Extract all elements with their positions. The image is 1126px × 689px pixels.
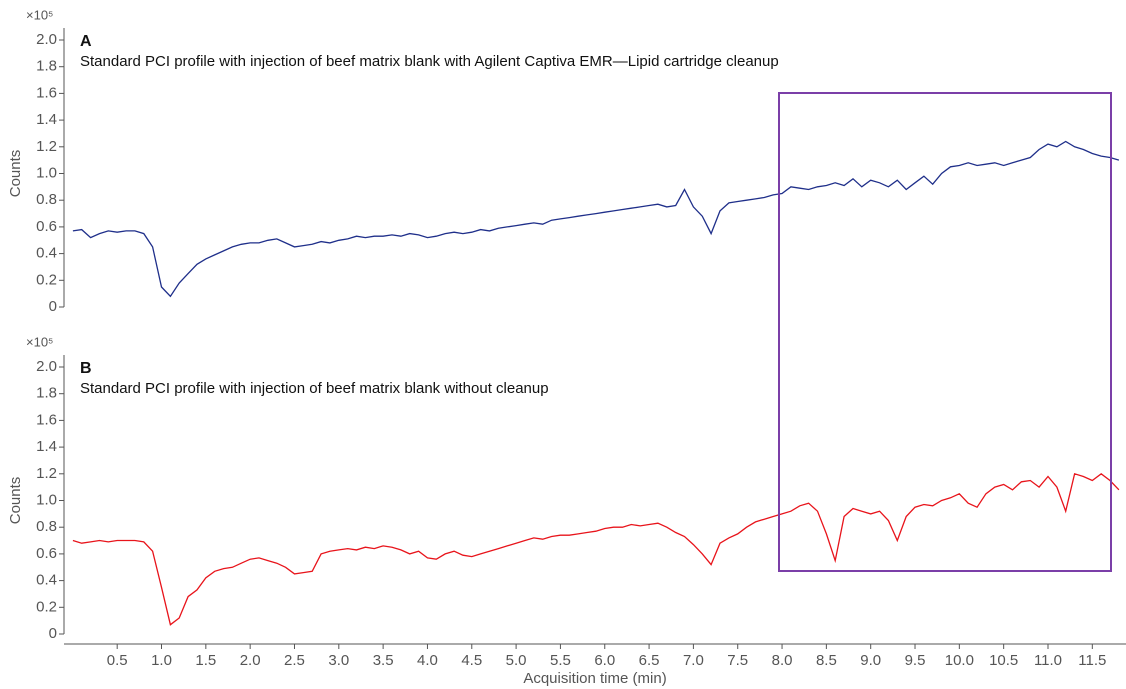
x-tick-label: 9.5 <box>905 652 926 669</box>
y-tick-label: 0.2 <box>36 598 57 615</box>
y-tick-label: 0.4 <box>36 245 57 262</box>
line <box>72 472 1120 626</box>
panel-title: Standard PCI profile with injection of b… <box>80 53 779 70</box>
x-tick-label: 2.5 <box>284 652 305 669</box>
y-tick-label: 0.6 <box>36 545 57 562</box>
x-tick-label: 4.0 <box>417 652 438 669</box>
x-tick-label: 1.0 <box>151 652 172 669</box>
y-tick-label: 1.8 <box>36 58 57 75</box>
y-axis-label: Counts <box>7 477 24 525</box>
x-tick-label: 3.0 <box>328 652 349 669</box>
x-tick-label: 3.5 <box>373 652 394 669</box>
x-tick-label: 6.5 <box>639 652 660 669</box>
y-tick-label: 0.8 <box>36 191 57 208</box>
x-tick-label: 5.0 <box>506 652 527 669</box>
y-exponent: ×10⁵ <box>26 334 53 349</box>
y-tick-label: 1.0 <box>36 164 57 181</box>
highlight-box <box>778 92 1112 572</box>
x-tick-label: 4.5 <box>461 652 482 669</box>
y-exponent: ×10⁵ <box>26 7 53 22</box>
y-tick-label: 0 <box>49 298 57 315</box>
y-tick-label: 1.6 <box>36 84 57 101</box>
panel-label: B <box>80 360 92 377</box>
x-tick-label: 11.0 <box>1034 652 1062 669</box>
x-tick-label: 11.5 <box>1078 652 1106 669</box>
x-tick-label: 1.5 <box>195 652 216 669</box>
y-tick-label: 0.2 <box>36 271 57 288</box>
y-tick-label: 1.0 <box>36 491 57 508</box>
y-tick-label: 2.0 <box>36 31 57 48</box>
x-tick-label: 0.5 <box>107 652 128 669</box>
x-tick-label: 5.5 <box>550 652 571 669</box>
panel-title: Standard PCI profile with injection of b… <box>80 380 549 397</box>
x-axis-label: Acquisition time (min) <box>523 670 666 687</box>
x-tick-label: 9.0 <box>860 652 881 669</box>
y-tick-label: 0.6 <box>36 218 57 235</box>
y-tick-label: 0.8 <box>36 518 57 535</box>
y-tick-label: 2.0 <box>36 358 57 375</box>
x-tick-label: 8.0 <box>772 652 793 669</box>
y-tick-label: 1.8 <box>36 385 57 402</box>
y-axis-label: Counts <box>7 150 24 198</box>
x-tick-label: 10.0 <box>945 652 974 669</box>
x-tick-label: 8.5 <box>816 652 837 669</box>
y-tick-label: 1.4 <box>36 111 57 128</box>
panel-label: A <box>80 33 92 50</box>
y-tick-label: 1.4 <box>36 438 57 455</box>
x-tick-label: 2.0 <box>240 652 261 669</box>
y-tick-label: 0 <box>49 625 57 642</box>
y-tick-label: 1.2 <box>36 138 57 155</box>
y-tick-label: 1.2 <box>36 465 57 482</box>
x-tick-label: 10.5 <box>989 652 1018 669</box>
line <box>72 140 1120 298</box>
x-tick-label: 6.0 <box>594 652 615 669</box>
y-tick-label: 0.4 <box>36 572 57 589</box>
x-tick-label: 7.0 <box>683 652 704 669</box>
x-tick-label: 7.5 <box>727 652 748 669</box>
y-tick-label: 1.6 <box>36 411 57 428</box>
